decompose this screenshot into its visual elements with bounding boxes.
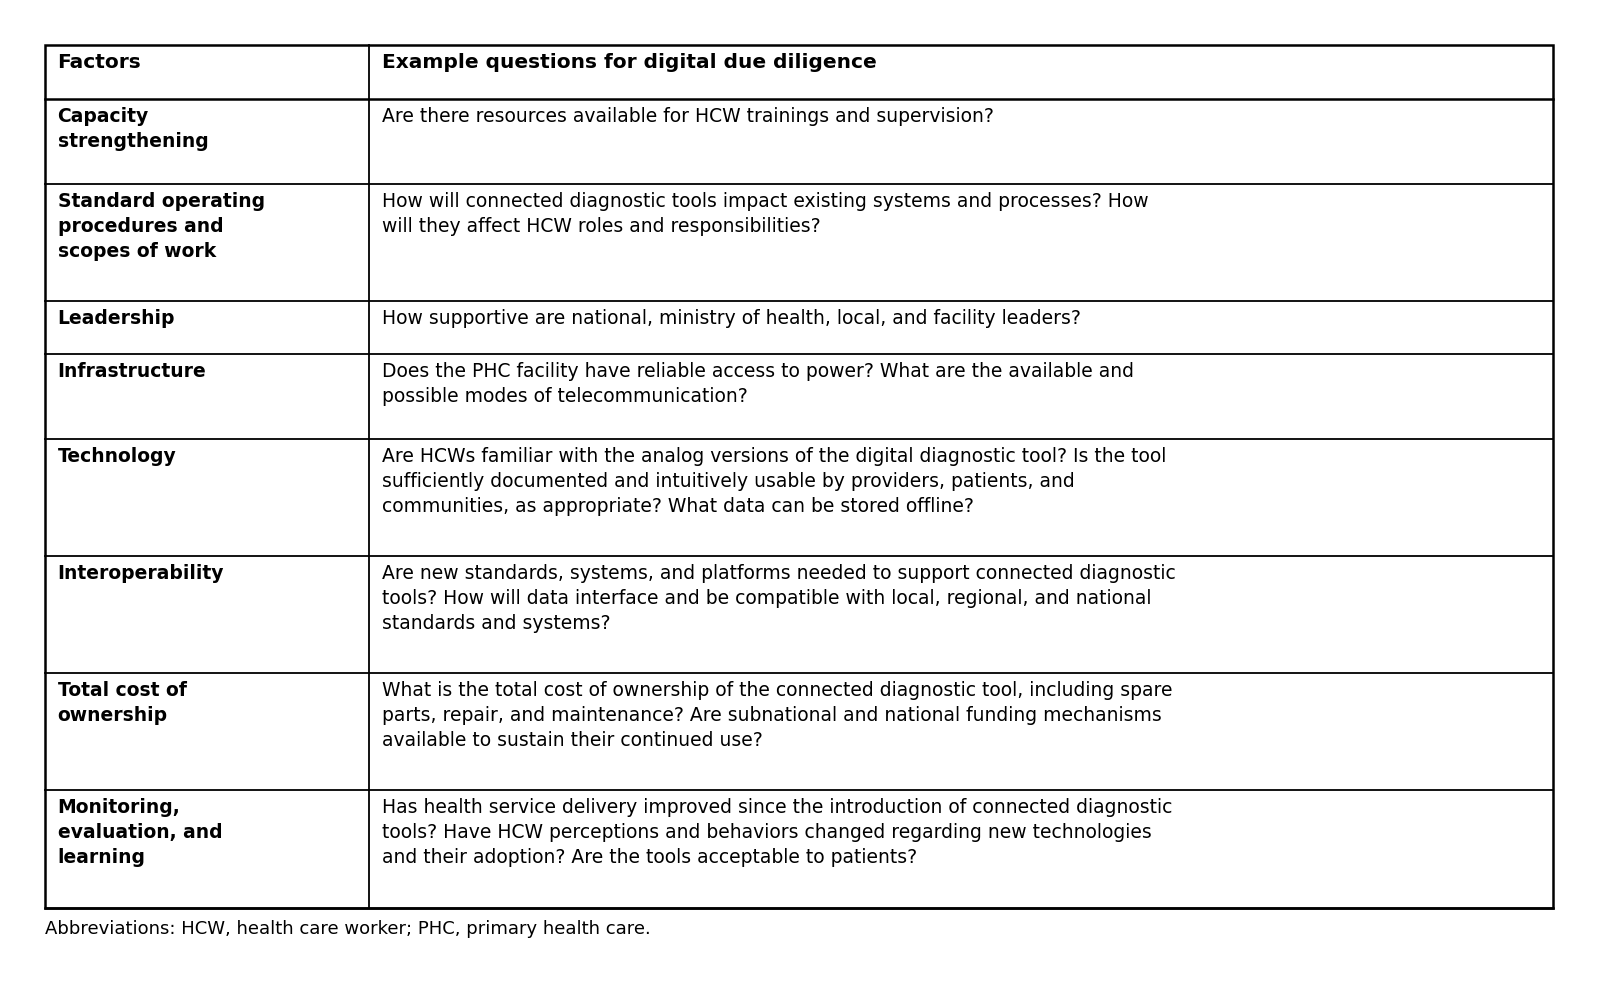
- Text: Monitoring,
evaluation, and
learning: Monitoring, evaluation, and learning: [58, 799, 222, 867]
- Text: Capacity
strengthening: Capacity strengthening: [58, 107, 208, 152]
- Text: What is the total cost of ownership of the connected diagnostic tool, including : What is the total cost of ownership of t…: [382, 682, 1173, 750]
- Text: Infrastructure: Infrastructure: [58, 362, 206, 381]
- Text: Factors: Factors: [58, 53, 141, 71]
- Text: How will connected diagnostic tools impact existing systems and processes? How
w: How will connected diagnostic tools impa…: [382, 192, 1149, 236]
- Text: Are HCWs familiar with the analog versions of the digital diagnostic tool? Is th: Are HCWs familiar with the analog versio…: [382, 446, 1167, 516]
- Text: Are there resources available for HCW trainings and supervision?: Are there resources available for HCW tr…: [382, 107, 994, 126]
- Text: How supportive are national, ministry of health, local, and facility leaders?: How supportive are national, ministry of…: [382, 310, 1080, 328]
- Text: Leadership: Leadership: [58, 310, 176, 328]
- Text: Are new standards, systems, and platforms needed to support connected diagnostic: Are new standards, systems, and platform…: [382, 563, 1176, 633]
- Text: Technology: Technology: [58, 446, 176, 465]
- Text: Has health service delivery improved since the introduction of connected diagnos: Has health service delivery improved sin…: [382, 799, 1173, 867]
- Text: Does the PHC facility have reliable access to power? What are the available and
: Does the PHC facility have reliable acce…: [382, 362, 1135, 406]
- Bar: [45, 45, 1553, 908]
- Text: Standard operating
procedures and
scopes of work: Standard operating procedures and scopes…: [58, 192, 265, 261]
- Text: Interoperability: Interoperability: [58, 563, 224, 583]
- Text: Total cost of
ownership: Total cost of ownership: [58, 682, 187, 725]
- Text: Example questions for digital due diligence: Example questions for digital due dilige…: [382, 53, 877, 71]
- Text: Abbreviations: HCW, health care worker; PHC, primary health care.: Abbreviations: HCW, health care worker; …: [45, 920, 650, 937]
